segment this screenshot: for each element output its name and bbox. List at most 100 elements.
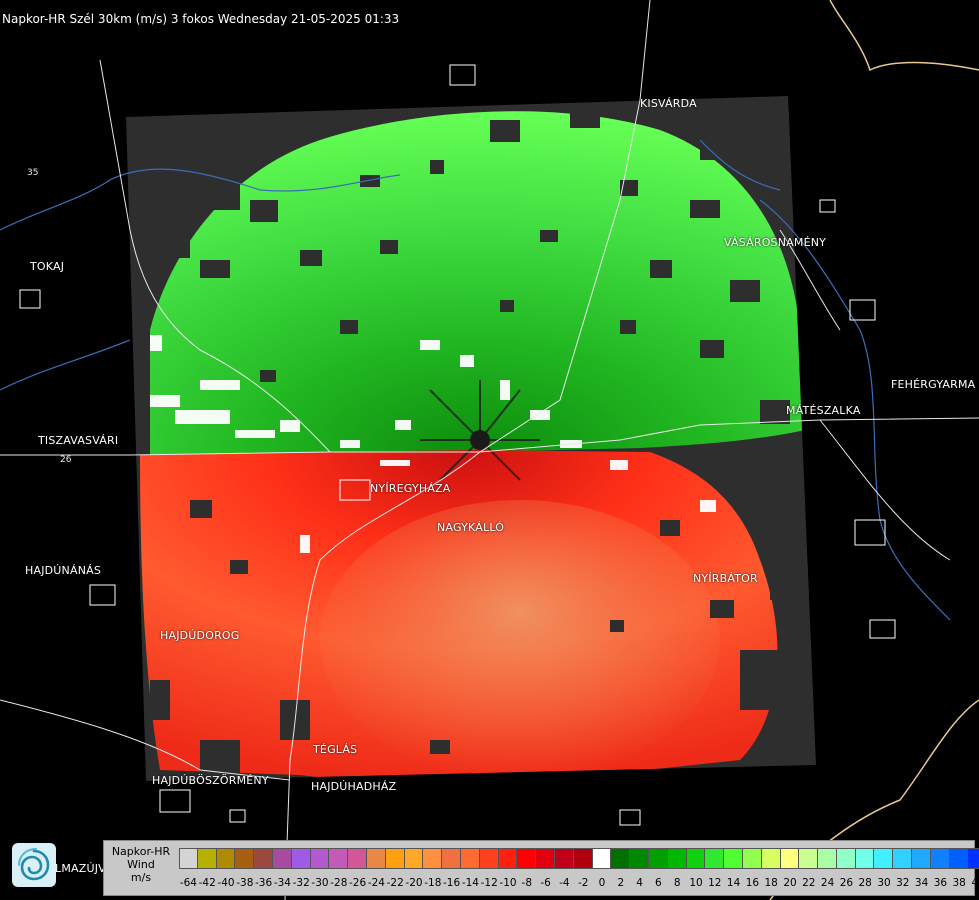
legend-tick-label: -36: [255, 877, 273, 889]
receding-echo-region: [150, 111, 805, 460]
legend-swatch: [366, 848, 386, 869]
legend-tick-label: -4: [559, 877, 570, 889]
legend-tick-label: 28: [858, 877, 872, 889]
legend-tick-label: -32: [292, 877, 310, 889]
legend-swatch: [611, 848, 631, 869]
legend-swatch: [855, 848, 875, 869]
town-label-hajdudorog: HAJDÚDOROG: [160, 629, 240, 642]
legend-tick-label: 4: [636, 877, 643, 889]
town-label-nyiregyhaza: NYÍREGYHÁZA: [370, 482, 451, 495]
legend-tick-label: 0: [598, 877, 606, 889]
legend-swatch: [836, 848, 856, 869]
legend-tick-label: -8: [521, 877, 533, 889]
legend-tick-label: 18: [764, 877, 778, 889]
legend-tick-label: 22: [802, 877, 816, 889]
road-label: 26: [60, 455, 72, 465]
legend-tick-label: 40: [971, 877, 979, 889]
legend-swatch: [705, 848, 725, 869]
legend-swatch: [348, 848, 367, 869]
legend-swatch: [216, 848, 236, 869]
legend-tick-label: 6: [655, 877, 662, 889]
legend-swatch: [686, 848, 706, 869]
legend-tick-label: 14: [726, 877, 741, 889]
legend-swatch: [423, 848, 443, 869]
legend-tick-label: -22: [386, 877, 404, 889]
town-label-kisvarda: KISVÁRDA: [640, 97, 697, 110]
legend-tick-label: -18: [424, 877, 442, 889]
legend-swatch: [930, 848, 950, 869]
legend-swatch: [460, 848, 480, 869]
legend-swatch: [573, 848, 593, 869]
town-label-hajduboszormeny: HAJDÚBÖSZÖRMÉNY: [152, 774, 269, 787]
town-label-mateszalka: MÁTÉSZALKA: [786, 404, 861, 417]
legend-swatch: [893, 848, 913, 869]
legend-quantity: Wind: [127, 858, 155, 871]
legend-tick-label: -26: [349, 877, 367, 889]
legend-source: Napkor-HR: [111, 845, 171, 858]
legend-tick-label: -14: [461, 877, 479, 889]
legend-tick-label: 32: [896, 877, 910, 889]
legend-swatch: [780, 848, 800, 869]
legend-swatch: [874, 848, 894, 869]
legend-swatch: [310, 848, 330, 869]
legend-swatch: [404, 848, 424, 869]
town-label-teglas: TÉGLÁS: [313, 743, 358, 756]
legend-swatch: [254, 848, 273, 869]
town-label-fehergyarmat: FEHÉRGYARMA: [891, 378, 976, 391]
legend-title: Napkor-HR Wind m/s: [108, 845, 174, 884]
legend-tick-label: -28: [330, 877, 348, 889]
legend-tick-label: -30: [311, 877, 329, 889]
legend-tick-label: 2: [617, 877, 625, 889]
town-label-hajdunanas: HAJDÚNÁNÁS: [25, 564, 102, 577]
legend-swatch: [724, 848, 743, 869]
legend-swatch: [912, 848, 931, 869]
town-label-hajduhadhaz: HAJDÚHADHÁZ: [311, 780, 397, 793]
legend-unit: m/s: [130, 871, 152, 884]
legend-tick-label: -16: [443, 877, 461, 889]
legend-tick-label: -20: [405, 877, 423, 889]
map-title: Napkor-HR Szél 30km (m/s) 3 fokos Wednes…: [2, 12, 400, 26]
legend-swatch: [742, 848, 762, 869]
legend-swatch: [235, 848, 255, 869]
legend-tick-label: 34: [914, 877, 929, 889]
legend-swatch: [554, 848, 574, 869]
legend-tick-label: -6: [540, 877, 551, 889]
legend-swatch: [761, 848, 781, 869]
legend-swatch: [291, 848, 311, 869]
legend-tick-label: 24: [820, 877, 835, 889]
legend-tick-label: 20: [783, 877, 797, 889]
legend-tick-label: 10: [689, 877, 703, 889]
legend-tick-label: 30: [877, 877, 891, 889]
legend-tick-label: 8: [673, 877, 681, 889]
legend-swatch: [949, 848, 969, 869]
legend-swatch: [799, 848, 819, 869]
legend-tick-label: -40: [217, 877, 235, 889]
legend-tick-label: -38: [236, 877, 254, 889]
legend-swatch: [968, 848, 979, 869]
legend-swatch: [667, 848, 687, 869]
town-label-nagykallo: NAGYKÁLLÓ: [437, 521, 505, 534]
town-label-tiszavasvari: TISZAVASVÁRI: [38, 434, 119, 447]
legend-tick-label: 26: [839, 877, 854, 889]
legend-tick-label: -64: [179, 877, 197, 889]
legend-tick-labels: -64 -42 -40 -38 -36 -34 -32 -30 -28 -26 -24 -22 -20-…: [179, 877, 979, 891]
legend-swatch: [385, 848, 405, 869]
legend-tick-label: -12: [480, 877, 498, 889]
legend-swatch: [197, 848, 217, 869]
town-label-nyirbator: NYÍRBÁTOR: [693, 572, 758, 585]
legend-swatch: [818, 848, 837, 869]
legend-swatch: [536, 848, 555, 869]
legend-swatch: [592, 848, 612, 869]
legend-swatch: [630, 848, 649, 869]
legend-swatch: [648, 848, 668, 869]
legend-tick-label: 38: [952, 877, 966, 889]
legend-swatch: [329, 848, 349, 869]
legend-swatches: [179, 848, 979, 869]
town-label-vasarosnameny: VÁSÁROSNAMÉNY: [724, 236, 827, 249]
legend-tick-label: -10: [499, 877, 517, 889]
town-label-tokaj: TOKAJ: [30, 260, 65, 273]
color-legend: Napkor-HR Wind m/s -64 -42 -40 -38 -36 -34 -32…: [103, 840, 979, 896]
legend-swatch: [479, 848, 499, 869]
met-service-logo: [12, 843, 56, 887]
